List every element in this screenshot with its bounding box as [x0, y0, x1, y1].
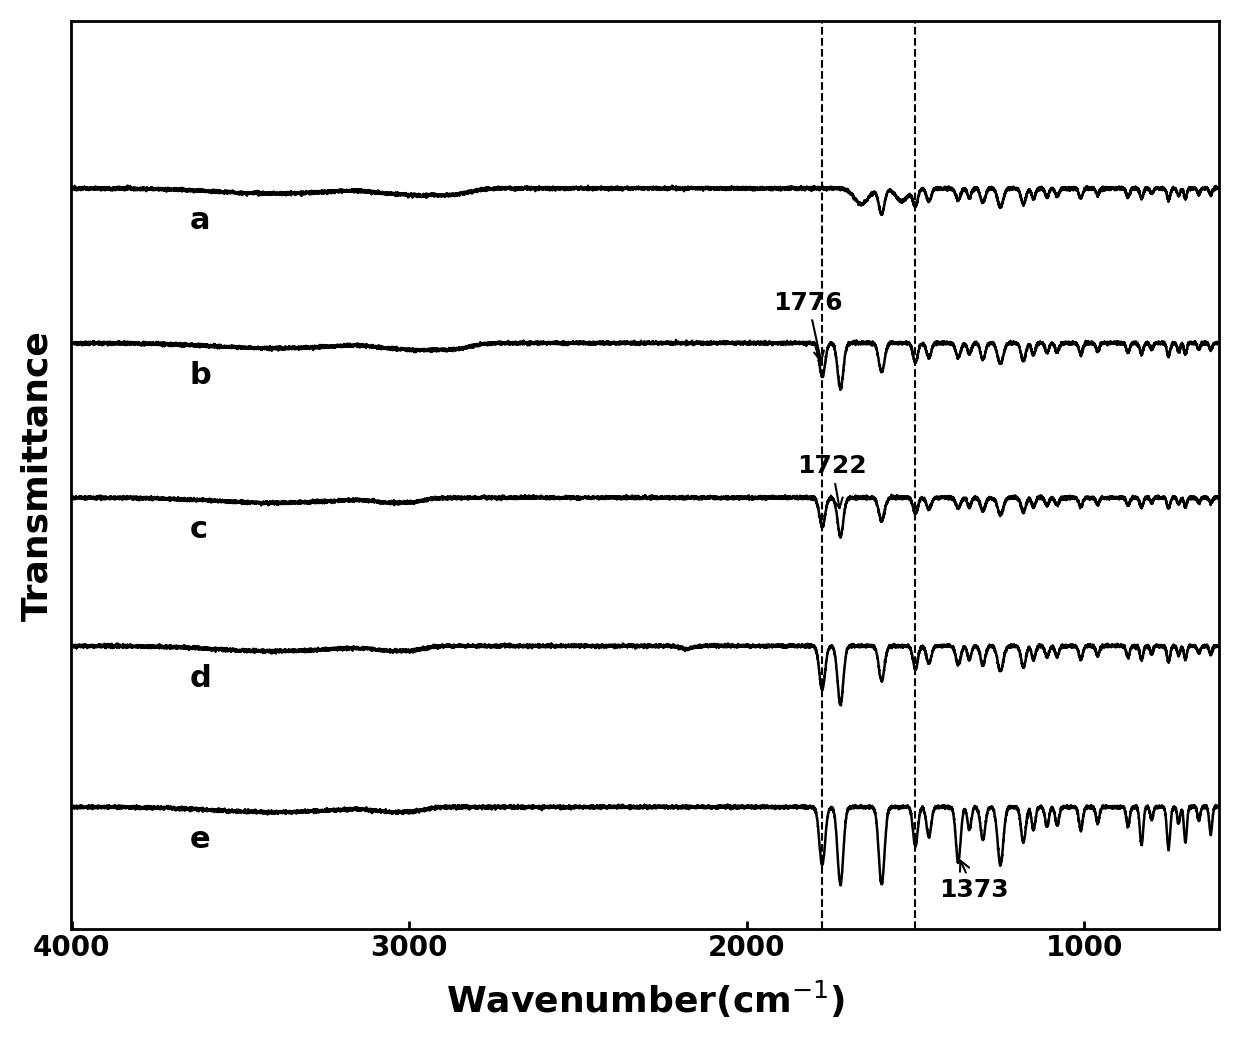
Text: e: e	[190, 824, 211, 854]
Text: 1722: 1722	[797, 454, 867, 508]
Text: a: a	[190, 206, 210, 235]
Text: 1373: 1373	[939, 861, 1008, 902]
Y-axis label: Transmittance: Transmittance	[21, 330, 55, 620]
Text: d: d	[190, 663, 211, 692]
X-axis label: Wavenumber(cm$^{-1}$): Wavenumber(cm$^{-1}$)	[446, 979, 844, 1020]
Text: 1776: 1776	[774, 290, 843, 361]
Text: c: c	[190, 515, 207, 544]
Text: b: b	[190, 361, 211, 389]
